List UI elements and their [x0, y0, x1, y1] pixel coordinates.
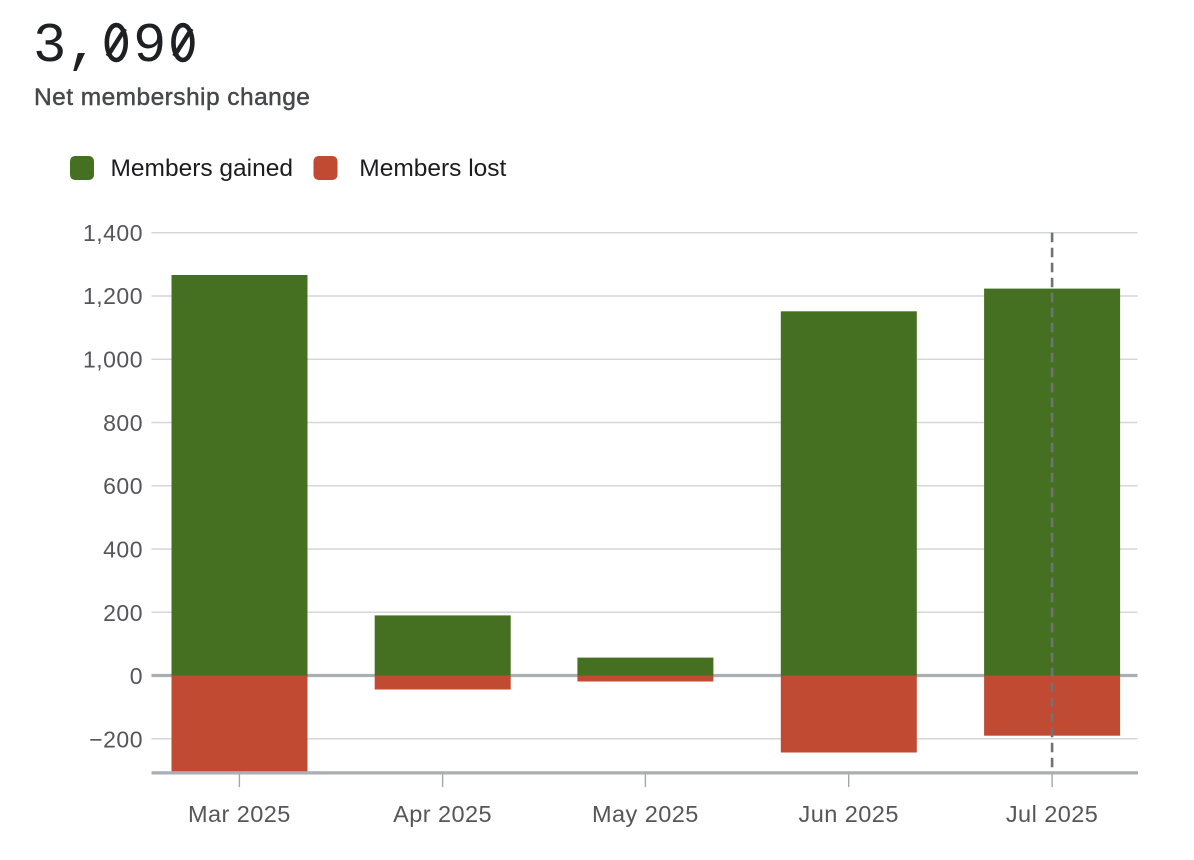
- svg-text:1,000: 1,000: [83, 347, 143, 373]
- svg-text:Jun 2025: Jun 2025: [799, 801, 899, 827]
- svg-text:200: 200: [103, 600, 143, 626]
- svg-text:Jul 2025: Jul 2025: [1006, 801, 1098, 827]
- svg-text:May 2025: May 2025: [592, 801, 699, 827]
- svg-text:600: 600: [103, 473, 143, 499]
- svg-text:Members lost: Members lost: [359, 155, 506, 182]
- svg-text:−200: −200: [89, 726, 143, 752]
- svg-text:3,: 3,: [33, 15, 100, 78]
- svg-text:1,400: 1,400: [83, 220, 143, 246]
- svg-text:Net membership change: Net membership change: [34, 84, 310, 111]
- svg-text:Mar 2025: Mar 2025: [188, 801, 291, 827]
- svg-text:0: 0: [130, 663, 143, 689]
- svg-text:Apr 2025: Apr 2025: [393, 801, 492, 827]
- svg-text:9: 9: [133, 15, 166, 78]
- svg-text:1,200: 1,200: [83, 283, 143, 309]
- svg-text:800: 800: [103, 410, 143, 436]
- svg-text:400: 400: [103, 537, 143, 563]
- svg-text:Members gained: Members gained: [111, 155, 293, 182]
